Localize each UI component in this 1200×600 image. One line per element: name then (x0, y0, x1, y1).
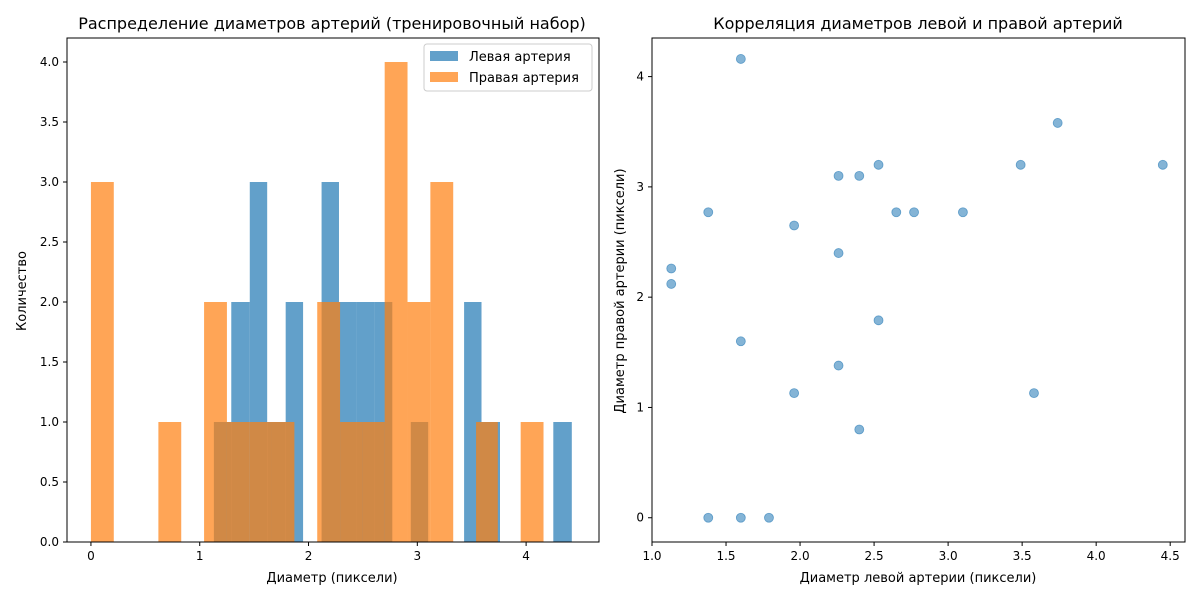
bar-right-artery-10 (317, 302, 341, 542)
scatter-point-14 (854, 424, 865, 435)
scatter-point-2 (703, 207, 714, 218)
histogram-plot-frame (66, 37, 600, 543)
scatter-y-ticks: 0 1 2 3 4 (636, 70, 652, 525)
bar-right-artery-15 (430, 182, 454, 542)
scatter-points (666, 54, 1168, 523)
x-tick-label: 4.5 (1161, 549, 1180, 563)
bar-right-artery-12 (362, 422, 385, 542)
scatter-point-16 (873, 315, 884, 326)
y-tick-label: 1.5 (40, 355, 59, 369)
y-tick-label: 0.0 (40, 535, 59, 549)
scatter-point-6 (735, 512, 746, 523)
bar-right-artery-0 (90, 182, 114, 542)
histogram-panel: Распределение диаметров артерий (трениро… (15, 14, 600, 586)
y-tick-label: 4 (636, 70, 644, 84)
histogram-legend: Левая артерия Правая артерия (423, 43, 593, 92)
legend-swatch-left-artery (430, 51, 458, 61)
scatter-point-19 (958, 207, 968, 218)
scatter-point-10 (833, 170, 844, 181)
bar-right-artery-3 (158, 422, 182, 542)
y-tick-label: 3.0 (40, 175, 59, 189)
bar-right-artery-11 (340, 422, 363, 542)
scatter-title: Корреляция диаметров левой и правой арте… (713, 14, 1123, 33)
x-tick-label: 2 (305, 549, 313, 563)
y-tick-label: 3 (636, 180, 644, 194)
scatter-point-1 (666, 279, 677, 289)
scatter-plot-frame (651, 37, 1186, 543)
bar-right-artery-8 (271, 422, 295, 542)
x-tick-label: 2.0 (791, 549, 810, 563)
scatter-x-ticks: 1.0 1.5 2.0 2.5 3.0 3.5 4.0 4.5 (642, 542, 1180, 563)
y-tick-label: 2.5 (40, 235, 59, 249)
histogram-x-ticks: 0 1 2 3 4 (87, 542, 530, 563)
y-tick-label: 0 (636, 511, 644, 525)
y-tick-label: 2.0 (40, 295, 59, 309)
bar-right-artery-7 (249, 422, 272, 542)
x-tick-label: 4.0 (1087, 549, 1106, 563)
scatter-point-21 (1029, 388, 1039, 399)
scatter-point-9 (789, 388, 800, 399)
scatter-point-11 (833, 248, 844, 258)
scatter-point-5 (735, 336, 746, 347)
bar-right-artery-6 (226, 422, 250, 542)
bar-right-artery-14 (407, 302, 431, 542)
scatter-point-13 (854, 170, 865, 181)
scatter-point-3 (703, 512, 714, 523)
scatter-panel: Корреляция диаметров левой и правой арте… (613, 14, 1186, 586)
scatter-point-4 (735, 54, 746, 64)
scatter-point-12 (833, 360, 844, 371)
histogram-y-label: Количество (15, 251, 30, 331)
y-tick-label: 2 (636, 290, 644, 304)
bar-left-artery-19 (553, 422, 572, 542)
bar-right-artery-17 (476, 422, 498, 542)
x-tick-label: 0 (87, 549, 95, 563)
y-tick-label: 4.0 (40, 55, 59, 69)
scatter-point-20 (1015, 159, 1026, 170)
scatter-point-22 (1052, 118, 1063, 128)
bar-right-artery-19 (520, 422, 544, 542)
bar-right-artery-13 (384, 62, 408, 542)
scatter-y-label: Диаметр правой артерии (пиксели) (613, 168, 628, 413)
x-tick-label: 3 (413, 549, 421, 563)
x-tick-label: 2.5 (865, 549, 884, 563)
scatter-point-7 (764, 512, 774, 523)
scatter-point-0 (666, 263, 677, 274)
histogram-y-ticks: 0.0 0.5 1.0 1.5 2.0 2.5 3.0 3.5 4.0 (40, 55, 67, 549)
y-tick-label: 1.0 (40, 415, 59, 429)
scatter-point-18 (909, 207, 919, 218)
x-tick-label: 3.5 (1013, 549, 1032, 563)
x-tick-label: 1.5 (716, 549, 735, 563)
y-tick-label: 1 (636, 400, 644, 414)
scatter-x-label: Диаметр левой артерии (пиксели) (800, 571, 1037, 586)
histogram-bars (90, 62, 572, 542)
scatter-point-23 (1157, 159, 1168, 170)
x-tick-label: 1.0 (642, 549, 661, 563)
scatter-point-15 (873, 159, 884, 170)
legend-label-right-artery: Правая артерия (469, 71, 579, 86)
histogram-title: Распределение диаметров артерий (трениро… (78, 14, 586, 33)
x-tick-label: 3.0 (939, 549, 958, 563)
y-tick-label: 3.5 (40, 115, 59, 129)
y-tick-label: 0.5 (40, 475, 59, 489)
bar-right-artery-5 (204, 302, 227, 542)
scatter-point-8 (789, 220, 800, 231)
legend-swatch-right-artery (430, 72, 458, 82)
x-tick-label: 4 (522, 549, 530, 563)
x-tick-label: 1 (196, 549, 204, 563)
legend-label-left-artery: Левая артерия (469, 50, 571, 65)
legend-frame (423, 43, 593, 92)
histogram-x-label: Диаметр (пиксели) (266, 571, 397, 586)
scatter-point-17 (891, 207, 902, 218)
